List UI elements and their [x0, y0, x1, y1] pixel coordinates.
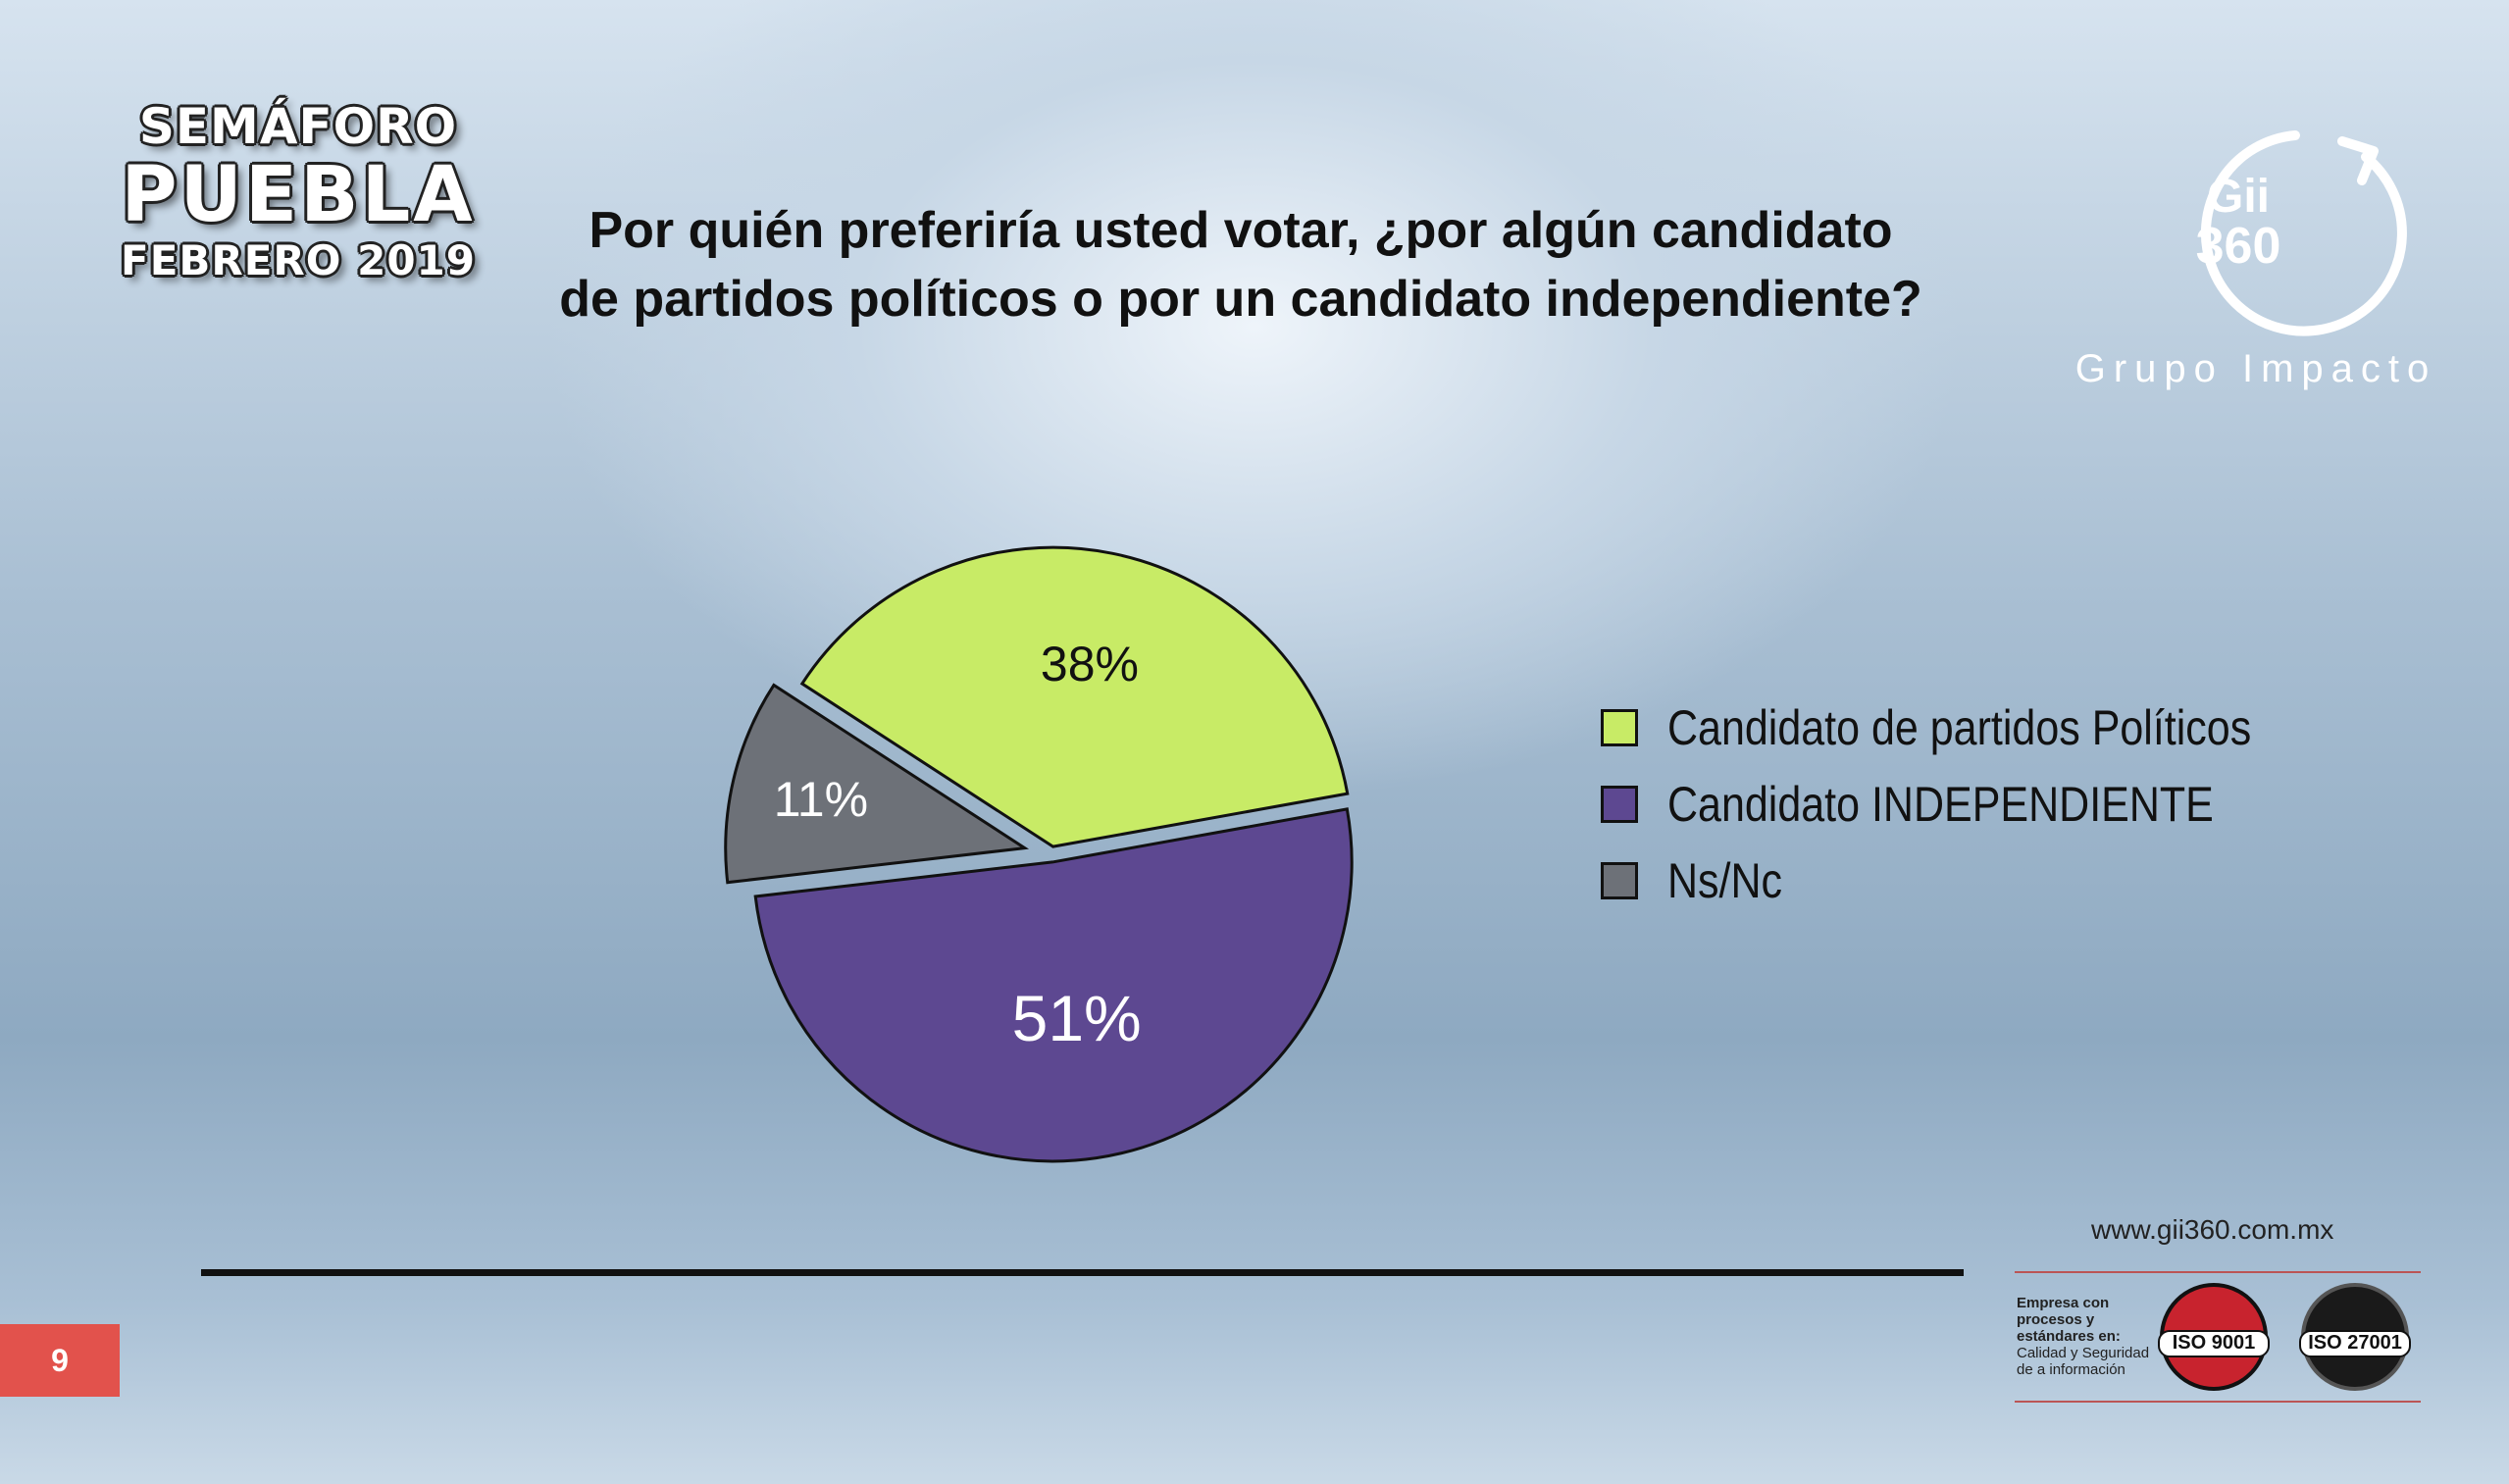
logo-caption: Grupo Impacto [2074, 347, 2437, 390]
pie-slice [799, 545, 1350, 848]
chart-title: Por quién preferiría usted votar, ¿por a… [510, 196, 1971, 333]
pie-slice [724, 683, 1030, 885]
cert-text: Empresa con procesos y estándares en: Ca… [2017, 1295, 2164, 1378]
logo-mark-bottom: 360 [2196, 218, 2281, 275]
slice-data-label: 51% [1012, 982, 1142, 1054]
chart-title-line-1: Por quién preferiría usted votar, ¿por a… [589, 202, 1893, 259]
legend-item: Candidato INDEPENDIENTE [1601, 766, 2346, 843]
gii360-logo: Gii 360 Grupo Impacto [2050, 129, 2462, 394]
cert-text-body: Calidad y Seguridad de a información [2017, 1345, 2150, 1378]
legend-item: Ns/Nc [1601, 843, 2346, 919]
divider-rule [201, 1269, 1964, 1276]
legend-label: Candidato de partidos Políticos [1667, 700, 2252, 755]
slice-data-label: 11% [774, 772, 868, 827]
certification-block: Empresa con procesos y estándares en: Ca… [2015, 1271, 2421, 1403]
legend-item: Candidato de partidos Políticos [1601, 690, 2346, 766]
iso-27001-seal: ISO 27001 [2299, 1283, 2411, 1391]
brand-line-2: PUEBLA [121, 151, 476, 239]
iso-9001-seal: ISO 9001 [2158, 1283, 2270, 1391]
pie-slice [753, 807, 1354, 1163]
legend-swatch [1601, 786, 1638, 823]
iso-27001-label: ISO 27001 [2299, 1330, 2411, 1357]
legend-label: Candidato INDEPENDIENTE [1667, 777, 2214, 832]
logo-mark-top: Gii [2207, 171, 2270, 223]
chart-legend: Candidato de partidos Políticos Candidat… [1601, 690, 2346, 919]
legend-label: Ns/Nc [1667, 853, 1783, 908]
brand-lockup: SEMÁFORO PUEBLA FEBRERO 2019 [112, 98, 485, 286]
brand-line-3: FEBRERO 2019 [121, 236, 476, 284]
page-number: 9 [0, 1324, 120, 1397]
legend-swatch [1601, 862, 1638, 899]
chart-title-line-2: de partidos políticos o por un candidato… [559, 271, 1922, 328]
iso-9001-label: ISO 9001 [2158, 1330, 2270, 1357]
legend-swatch [1601, 709, 1638, 746]
brand-line-1: SEMÁFORO [138, 98, 458, 155]
cert-text-bold: Empresa con procesos y estándares en: [2017, 1295, 2121, 1345]
slice-data-label: 38% [1041, 637, 1139, 691]
website-link[interactable]: www.gii360.com.mx [2091, 1214, 2334, 1245]
circular-arrow-icon: Gii 360 [2196, 130, 2407, 336]
